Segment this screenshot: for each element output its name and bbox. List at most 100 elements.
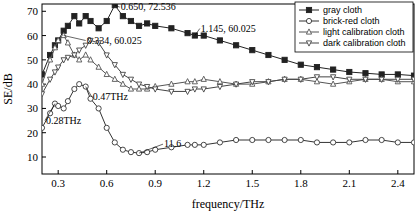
point [65, 99, 70, 104]
point [298, 77, 303, 82]
point [128, 86, 133, 91]
point [83, 52, 88, 57]
point [153, 23, 158, 28]
point [233, 43, 238, 48]
annotation: 1.145, 60.025 [201, 23, 256, 34]
point [112, 63, 117, 68]
series-line [42, 36, 414, 89]
point [42, 92, 45, 97]
point [104, 125, 109, 130]
point [120, 14, 125, 19]
point [250, 137, 255, 142]
legend-label: dark calibration cloth [323, 38, 406, 48]
point [331, 75, 336, 80]
point [104, 18, 109, 23]
point [395, 140, 400, 145]
point [72, 86, 77, 91]
point [52, 70, 57, 75]
point [47, 57, 52, 62]
point [96, 64, 101, 69]
point [88, 57, 93, 62]
point [185, 79, 190, 84]
point [314, 140, 319, 145]
annotation-leader [64, 36, 86, 41]
legend-label: brick-red cloth [323, 16, 380, 26]
series-line [42, 5, 414, 76]
x-tick [203, 170, 204, 174]
x-axis-label: frequency/THz [192, 197, 265, 211]
point [347, 77, 352, 82]
point [282, 77, 287, 82]
point [72, 14, 77, 19]
point [379, 76, 384, 81]
y-tick [42, 132, 46, 133]
point [128, 77, 133, 82]
point [42, 81, 45, 86]
x-tick-label: 1.2 [197, 177, 211, 189]
plot-area [42, 4, 414, 156]
point [363, 71, 368, 76]
point [411, 77, 414, 82]
point [112, 76, 117, 81]
point [250, 48, 255, 53]
point [266, 79, 271, 84]
point [61, 58, 66, 63]
point [314, 65, 319, 70]
legend-marker [306, 7, 311, 12]
plot-frame [42, 4, 414, 174]
point [61, 32, 66, 37]
point [217, 79, 222, 84]
y-tick [42, 157, 46, 158]
point [395, 77, 400, 82]
point [363, 76, 368, 81]
legend: gray clothbrick-red clothlight calibrati… [295, 2, 413, 52]
point [185, 142, 190, 147]
point [379, 77, 384, 82]
point [42, 125, 45, 130]
point [56, 37, 61, 42]
legend-box [295, 2, 413, 52]
annotation: 11.6 [164, 138, 181, 149]
point [185, 31, 190, 36]
point [96, 106, 101, 111]
point [52, 45, 57, 50]
point [282, 57, 287, 62]
annotation-leader [115, 5, 120, 7]
y-tick [42, 35, 46, 36]
point [298, 76, 303, 81]
legend-label: gray cloth [323, 5, 362, 15]
point [347, 69, 352, 74]
y-tick-label: 70 [27, 5, 39, 17]
x-tick-label: 0.9 [148, 177, 162, 189]
point [88, 18, 93, 23]
point [395, 72, 400, 77]
point [112, 140, 117, 145]
annotation: 0.334, 60.025 [87, 35, 142, 46]
point [217, 140, 222, 145]
point [233, 82, 238, 87]
point [185, 89, 190, 94]
chart: 0.30.60.91.21.51.82.12.410203040506070fr… [0, 0, 418, 216]
point [250, 80, 255, 85]
point [128, 18, 133, 23]
point [65, 55, 70, 60]
point [96, 26, 101, 31]
point [47, 77, 52, 82]
point [331, 81, 336, 86]
point [169, 26, 174, 31]
point [217, 38, 222, 43]
y-tick [42, 108, 46, 109]
x-tick [349, 170, 350, 174]
point [169, 89, 174, 94]
point [217, 84, 222, 89]
legend-marker [306, 41, 311, 46]
y-axis-label: SE/dB [1, 73, 15, 104]
x-tick [300, 170, 301, 174]
point [347, 140, 352, 145]
point [192, 79, 197, 84]
x-tick-label: 1.5 [245, 177, 259, 189]
point [77, 48, 82, 53]
point [411, 140, 414, 145]
legend-marker [306, 18, 311, 23]
point [201, 33, 206, 38]
